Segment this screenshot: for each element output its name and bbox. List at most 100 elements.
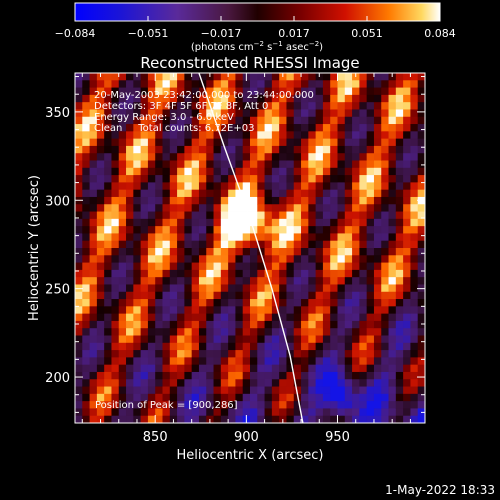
heatmap-cell [293, 160, 302, 169]
heatmap-cell [373, 248, 382, 256]
heatmap-cell [155, 87, 163, 96]
heatmap-cell [162, 284, 171, 293]
heatmap-cell [322, 87, 331, 96]
heatmap-cell [89, 335, 98, 344]
heatmap-cell [308, 196, 317, 205]
heatmap-cell [198, 291, 207, 300]
heatmap-cell [169, 189, 178, 198]
heatmap-cell [162, 342, 171, 351]
heatmap-cell [198, 160, 207, 169]
heatmap-cell [191, 335, 200, 344]
heatmap-cell [133, 328, 142, 336]
heatmap-cell [75, 342, 83, 351]
heatmap-cell [111, 73, 120, 81]
heatmap-cell [293, 269, 302, 278]
heatmap-cell [220, 313, 229, 322]
heatmap-cell [118, 248, 127, 256]
heatmap-cell [111, 240, 120, 249]
heatmap-cell [118, 379, 127, 387]
heatmap-cell [162, 131, 171, 140]
heatmap-cell [279, 262, 287, 271]
heatmap-cell [301, 379, 309, 387]
heatmap-cell [403, 124, 411, 132]
heatmap-cell [235, 291, 244, 300]
heatmap-cell [126, 138, 134, 147]
heatmap-cell [213, 306, 222, 315]
heatmap-cell [381, 138, 389, 147]
heatmap-cell [388, 87, 397, 96]
heatmap-cell [322, 364, 331, 373]
heatmap-cell [126, 306, 134, 315]
heatmap-cell [235, 306, 244, 315]
heatmap-cell [213, 313, 222, 322]
heatmap-cell [286, 299, 295, 307]
heatmap-cell [96, 342, 105, 351]
heatmap-cell [286, 277, 295, 285]
heatmap-cell [104, 102, 112, 110]
heatmap-cell [140, 167, 149, 176]
heatmap-cell [373, 408, 382, 417]
heatmap-cell [96, 357, 105, 366]
heatmap-cell [381, 269, 389, 278]
heatmap-cell [111, 124, 120, 132]
heatmap-cell [140, 204, 149, 212]
heatmap-cell [96, 350, 105, 358]
heatmap-cell [89, 328, 98, 336]
x-tick-label: 900 [234, 430, 259, 445]
heatmap-cell [250, 342, 258, 351]
heatmap-cell [330, 364, 338, 373]
heatmap-cell [228, 218, 236, 227]
heatmap-cell [301, 248, 309, 256]
heatmap-cell [104, 182, 112, 191]
heatmap-cell [206, 320, 214, 329]
heatmap-cell [322, 196, 331, 205]
heatmap-cell [177, 189, 185, 198]
heatmap-cell [352, 328, 360, 336]
heatmap-cell [89, 350, 98, 358]
heatmap-cell [198, 269, 207, 278]
heatmap-cell [191, 371, 200, 380]
heatmap-cell [242, 320, 251, 329]
heatmap-cell [228, 160, 236, 169]
heatmap-cell [388, 94, 397, 103]
heatmap-cell [403, 379, 411, 387]
heatmap-cell [403, 116, 411, 125]
heatmap-cell [250, 196, 258, 205]
heatmap-cell [315, 175, 324, 183]
heatmap-cell [264, 240, 273, 249]
colorbar [74, 2, 441, 22]
heatmap-cell [410, 226, 419, 234]
heatmap-cell [330, 248, 338, 256]
heatmap-cell [147, 218, 156, 227]
heatmap-cell [403, 364, 411, 373]
heatmap-cell [359, 94, 368, 103]
heatmap-cell [89, 226, 98, 234]
heatmap-cell [359, 306, 368, 315]
heatmap-cell [271, 248, 280, 256]
heatmap-cell [147, 269, 156, 278]
heatmap-cell [169, 306, 178, 315]
heatmap-cell [155, 204, 163, 212]
heatmap-cell [417, 211, 425, 220]
heatmap-cell [308, 364, 317, 373]
heatmap-cell [410, 87, 419, 96]
heatmap-cell [344, 350, 353, 358]
heatmap-cell [271, 306, 280, 315]
heatmap-cell [177, 342, 185, 351]
heatmap-cell [213, 196, 222, 205]
heatmap-cell [147, 284, 156, 293]
heatmap-cell [177, 145, 185, 154]
heatmap-cell [242, 226, 251, 234]
heatmap-cell [147, 350, 156, 358]
heatmap-cell [264, 277, 273, 285]
heatmap-cell [198, 175, 207, 183]
heatmap-cell [417, 175, 425, 183]
heatmap-cell [344, 313, 353, 322]
heatmap-cell [213, 320, 222, 329]
heatmap-cell [381, 196, 389, 205]
heatmap-cell [388, 233, 397, 242]
heatmap-cell [366, 218, 375, 227]
heatmap-cell [301, 371, 309, 380]
heatmap-cell [308, 379, 317, 387]
heatmap-cell [308, 218, 317, 227]
